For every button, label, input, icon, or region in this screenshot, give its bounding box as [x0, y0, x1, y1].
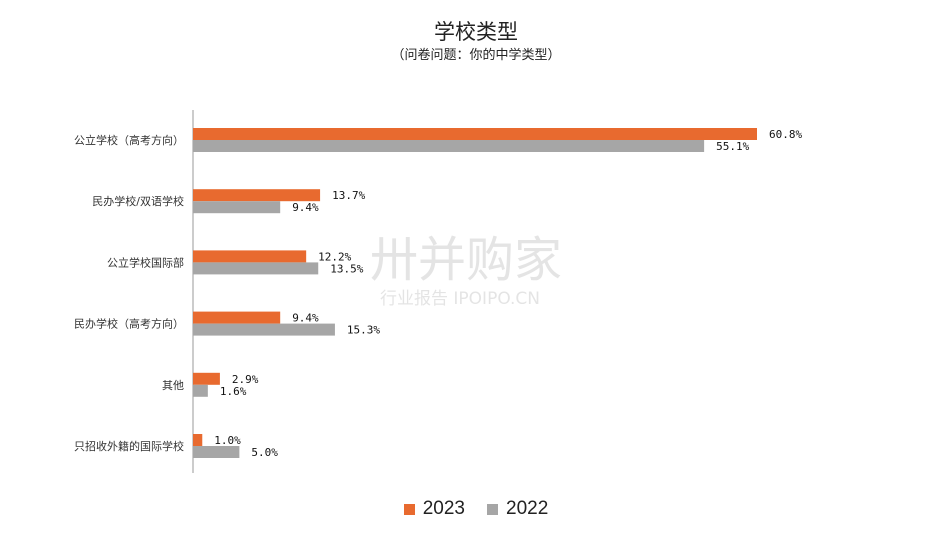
legend-swatch-2023 [403, 503, 415, 515]
legend-item-2023: 2023 [403, 498, 465, 520]
data-label-2022: 13.5% [330, 262, 363, 275]
data-label-2023: 2.9% [232, 373, 259, 386]
data-label-2023: 9.4% [292, 312, 319, 325]
data-label-2022: 55.1% [716, 140, 749, 153]
bar-2023 [193, 189, 321, 202]
bar-2022 [193, 201, 281, 214]
bar-2022 [193, 384, 208, 397]
bar-2022 [193, 140, 705, 152]
bar-chart: 公立学校（高考方向） 60.8% 55.1% 民办学校/双语学校 13.7% 9.4% 公立… [74, 110, 802, 473]
legend-item-2022: 2022 [487, 498, 548, 520]
legend: 2023 2022 [0, 498, 952, 520]
bar-2023 [193, 372, 220, 385]
category-label: 民办学校（高考方向） [74, 317, 184, 331]
category-label: 只招收外籍的国际学校 [74, 439, 184, 453]
legend-label-2022: 2022 [506, 498, 549, 519]
legend-label-2023: 2023 [422, 498, 465, 519]
category-label: 民办学校/双语学校 [92, 194, 184, 208]
data-label-2022: 5.0% [251, 446, 278, 459]
watermark-main: 卅并购家 [370, 232, 562, 288]
data-label-2022: 15.3% [347, 324, 380, 337]
category-label: 公立学校（高考方向） [74, 133, 184, 147]
category-label: 公立学校国际部 [107, 255, 184, 269]
category-label: 其他 [162, 379, 184, 392]
watermark-sub: 行业报告 IPOIPO.CN [380, 289, 540, 308]
data-label-2022: 9.4% [292, 201, 319, 214]
bar-2023 [193, 434, 203, 446]
legend-swatch-2022 [487, 503, 498, 515]
data-label-2023: 1.0% [214, 434, 241, 447]
bar-2023 [193, 128, 757, 140]
bar-2022 [193, 446, 240, 458]
chart-subtitle: （问卷问题：你的中学类型） [391, 48, 561, 63]
bar-2022 [193, 262, 319, 275]
data-label-2023: 12.2% [318, 250, 351, 263]
data-label-2023: 13.7% [332, 189, 365, 202]
watermark: 卅并购家 行业报告 IPOIPO.CN [370, 228, 600, 312]
bar-2023 [193, 311, 281, 324]
chart-title: 学校类型 [434, 20, 518, 44]
bar-2023 [193, 250, 307, 263]
bar-2022 [193, 323, 335, 336]
data-label-2022: 1.6% [220, 385, 247, 398]
data-label-2023: 60.8% [769, 128, 802, 141]
